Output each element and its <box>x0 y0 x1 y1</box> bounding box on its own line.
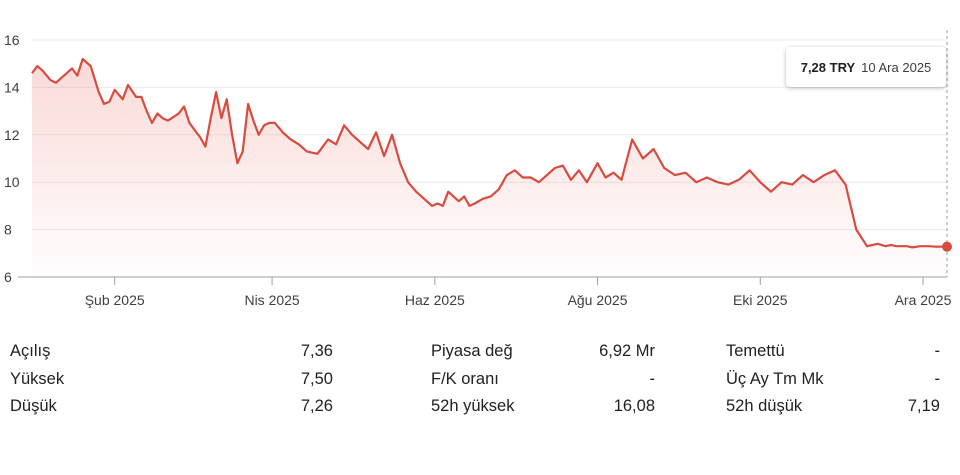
stat-value-pe-ratio: - <box>649 369 656 388</box>
price-series-line <box>31 57 947 249</box>
key-stats-table: Açılış 7,36 Piyasa değ 6,92 Mr Temettü -… <box>10 338 950 421</box>
stat-label-pe-ratio: F/K oranı <box>431 369 499 388</box>
stat-label-market-cap: Piyasa değ <box>431 342 513 361</box>
stat-value-52w-low: 7,19 <box>907 397 940 416</box>
stat-label-high: Yüksek <box>10 369 65 388</box>
stat-label-dividend: Temettü <box>726 342 785 361</box>
y-tick-label: 12 <box>4 127 20 143</box>
stat-label-quarterly-vol: Üç Ay Tm Mk <box>726 369 824 388</box>
y-tick-label: 16 <box>4 32 20 48</box>
price-tooltip: 7,28 TRY 10 Ara 2025 <box>786 47 946 87</box>
hover-point <box>942 241 952 252</box>
stat-value-market-cap: 6,92 Mr <box>599 342 655 361</box>
price-chart[interactable]: 6 8 10 12 14 16 Şub 2025 Nis 2025 Haz 2025 Ağu 20… <box>0 0 960 320</box>
x-tick-label: Eki 2025 <box>733 292 788 308</box>
stat-value-dividend: - <box>934 342 941 361</box>
x-tick-label: Haz 2025 <box>405 292 465 308</box>
stat-label-52w-low: 52h düşük <box>726 397 803 416</box>
stat-value-quarterly-vol: - <box>934 369 941 388</box>
stat-label-open: Açılış <box>10 342 51 361</box>
tooltip-value: 7,28 TRY <box>800 59 856 75</box>
price-chart-svg[interactable]: 6 8 10 12 14 16 Şub 2025 Nis 2025 Haz 2025 Ağu 20… <box>0 0 960 320</box>
y-tick-label: 8 <box>4 222 12 238</box>
x-tick-label: Ara 2025 <box>895 292 952 308</box>
stat-label-52w-high: 52h yüksek <box>431 397 515 416</box>
stat-value-52w-high: 16,08 <box>613 397 655 416</box>
stat-value-low: 7,26 <box>300 397 333 416</box>
stat-value-high: 7,50 <box>300 369 333 388</box>
x-tick-label: Nis 2025 <box>244 292 299 308</box>
y-tick-label: 14 <box>4 79 20 95</box>
stat-value-open: 7,36 <box>300 342 333 361</box>
price-area-fill <box>32 59 947 277</box>
y-tick-label: 6 <box>4 269 12 285</box>
tooltip-date: 10 Ara 2025 <box>861 59 932 75</box>
x-tick-label: Şub 2025 <box>85 292 145 308</box>
y-tick-label: 10 <box>4 174 20 190</box>
stat-label-low: Düşük <box>10 397 57 416</box>
x-tick-label: Ağu 2025 <box>568 292 628 308</box>
